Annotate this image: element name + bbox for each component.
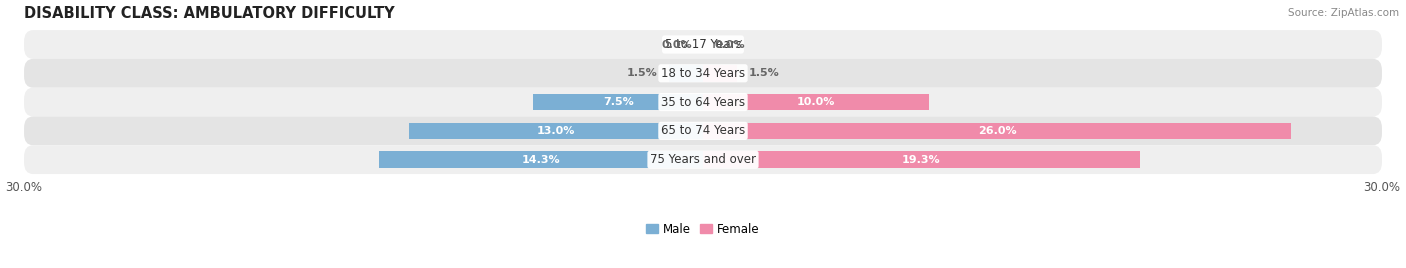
Bar: [703, 151, 1140, 168]
FancyBboxPatch shape: [24, 59, 1382, 88]
Text: 0.0%: 0.0%: [661, 39, 692, 50]
Text: 19.3%: 19.3%: [903, 155, 941, 165]
Text: 10.0%: 10.0%: [797, 97, 835, 107]
Legend: Male, Female: Male, Female: [647, 223, 759, 236]
FancyBboxPatch shape: [24, 88, 1382, 117]
Text: 0.0%: 0.0%: [714, 39, 745, 50]
Text: 35 to 64 Years: 35 to 64 Years: [661, 96, 745, 109]
Bar: [703, 122, 1292, 139]
Bar: [380, 151, 703, 168]
Text: 1.5%: 1.5%: [627, 68, 658, 78]
Text: Source: ZipAtlas.com: Source: ZipAtlas.com: [1288, 8, 1399, 18]
Bar: [703, 94, 929, 110]
Bar: [533, 94, 703, 110]
Text: 26.0%: 26.0%: [979, 126, 1017, 136]
Bar: [409, 122, 703, 139]
Bar: [669, 65, 703, 82]
Text: 5 to 17 Years: 5 to 17 Years: [665, 38, 741, 51]
FancyBboxPatch shape: [24, 145, 1382, 174]
FancyBboxPatch shape: [24, 117, 1382, 145]
Text: 1.5%: 1.5%: [748, 68, 779, 78]
Text: 13.0%: 13.0%: [537, 126, 575, 136]
Text: 65 to 74 Years: 65 to 74 Years: [661, 124, 745, 137]
Text: 75 Years and over: 75 Years and over: [650, 153, 756, 166]
Text: 18 to 34 Years: 18 to 34 Years: [661, 67, 745, 80]
Text: 14.3%: 14.3%: [522, 155, 561, 165]
FancyBboxPatch shape: [24, 30, 1382, 59]
Text: DISABILITY CLASS: AMBULATORY DIFFICULTY: DISABILITY CLASS: AMBULATORY DIFFICULTY: [24, 6, 395, 21]
Bar: [703, 65, 737, 82]
Text: 7.5%: 7.5%: [603, 97, 634, 107]
